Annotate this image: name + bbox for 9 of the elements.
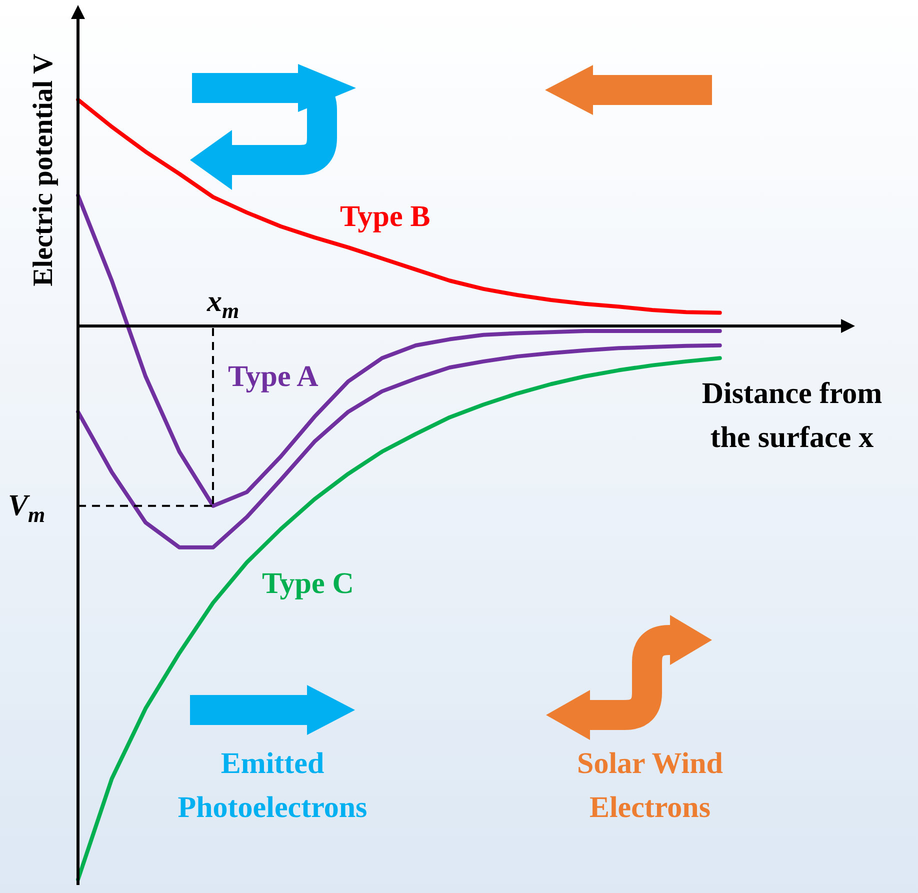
series-label: Type C [262,566,354,602]
annotation: Emitted Photoelectrons [176,746,368,826]
ref-line-label: V$_{m}$ [8,488,46,529]
annotation: Solar Wind Electrons [576,746,724,826]
x-axis-title: Distance from the surface x [700,376,884,456]
y-axis-title: Electric potential V [27,52,60,288]
annotation: x$_{m}$ [206,284,240,325]
series-label: Type A [228,359,318,395]
series-label: Type B [340,199,430,235]
